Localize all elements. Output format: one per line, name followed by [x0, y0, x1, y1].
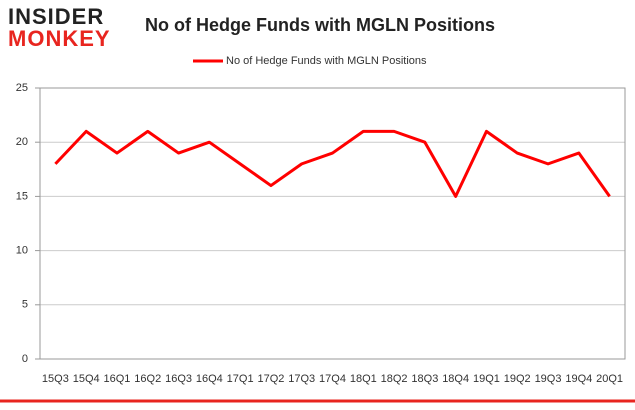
x-tick-label: 18Q4 — [442, 373, 469, 385]
plot-border — [39, 87, 626, 360]
x-tick-label: 16Q2 — [134, 373, 161, 385]
x-tick-label: 19Q2 — [504, 373, 531, 385]
logo-bottom: MONKEY — [8, 26, 111, 51]
y-tick-label: 25 — [16, 82, 28, 94]
x-tick-label: 19Q3 — [535, 373, 562, 385]
x-tick-label: 17Q3 — [288, 373, 315, 385]
x-tick-label: 18Q2 — [381, 373, 408, 385]
x-tick-label: 15Q3 — [42, 373, 69, 385]
x-tick-label: 16Q4 — [196, 373, 223, 385]
y-tick-label: 20 — [16, 136, 28, 148]
x-tick-label: 17Q4 — [319, 373, 346, 385]
x-tick-label: 19Q4 — [565, 373, 592, 385]
x-tick-label: 16Q3 — [165, 373, 192, 385]
x-tick-label: 17Q2 — [257, 373, 284, 385]
logo-top: INSIDER — [8, 4, 104, 29]
x-tick-label: 20Q1 — [596, 373, 623, 385]
legend-label: No of Hedge Funds with MGLN Positions — [226, 55, 427, 67]
x-tick-label: 15Q4 — [73, 373, 100, 385]
x-tick-label: 16Q1 — [104, 373, 131, 385]
y-tick-label: 15 — [16, 190, 28, 202]
x-tick-label: 18Q3 — [411, 373, 438, 385]
x-tick-label: 18Q1 — [350, 373, 377, 385]
data-line — [54, 129, 611, 198]
y-tick-label: 10 — [16, 245, 28, 257]
x-tick-label: 17Q1 — [227, 373, 254, 385]
chart-title: No of Hedge Funds with MGLN Positions — [145, 15, 495, 35]
y-tick-label: 5 — [22, 299, 28, 311]
y-tick-label: 0 — [22, 353, 28, 365]
x-tick-label: 19Q1 — [473, 373, 500, 385]
